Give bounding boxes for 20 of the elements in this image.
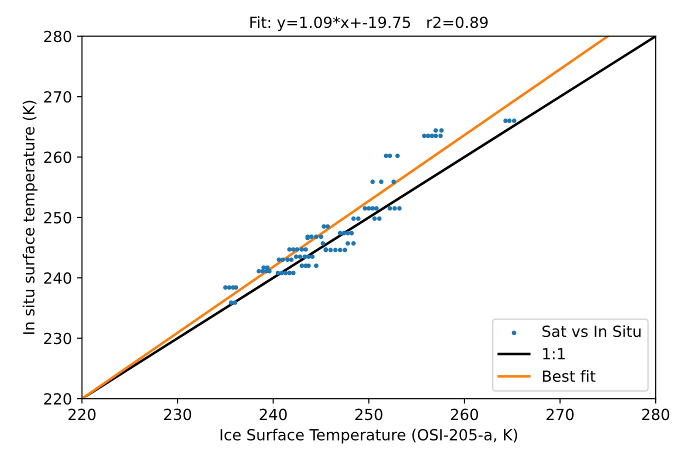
y-tick-label: 250 (44, 212, 72, 224)
legend-label: Best fit (543, 370, 596, 382)
x-tick-label: 270 (546, 408, 574, 420)
y-axis-title: In situ surface temperature (K) (22, 100, 38, 334)
chart-title: Fit: y=1.09*x+-19.75 r2=0.89 (250, 16, 488, 32)
y-tick-label: 270 (44, 91, 72, 103)
y-tick-label: 280 (44, 30, 72, 42)
x-tick-label: 220 (68, 408, 96, 420)
y-tick-label: 220 (44, 393, 72, 405)
y-tick-label: 230 (44, 332, 72, 344)
y-tick-label: 260 (44, 152, 72, 164)
x-axis-title: Ice Surface Temperature (OSI-205-a, K) (220, 428, 518, 444)
x-tick-label: 240 (260, 408, 287, 420)
legend-label: Sat vs In Situ (542, 325, 641, 338)
y-tick-label: 240 (44, 272, 72, 284)
x-tick-label: 260 (450, 408, 478, 420)
legend-label: 1:1 (543, 348, 565, 360)
x-tick-label: 250 (355, 408, 382, 420)
x-tick-label: 280 (642, 408, 670, 420)
x-tick-label: 230 (164, 408, 192, 420)
